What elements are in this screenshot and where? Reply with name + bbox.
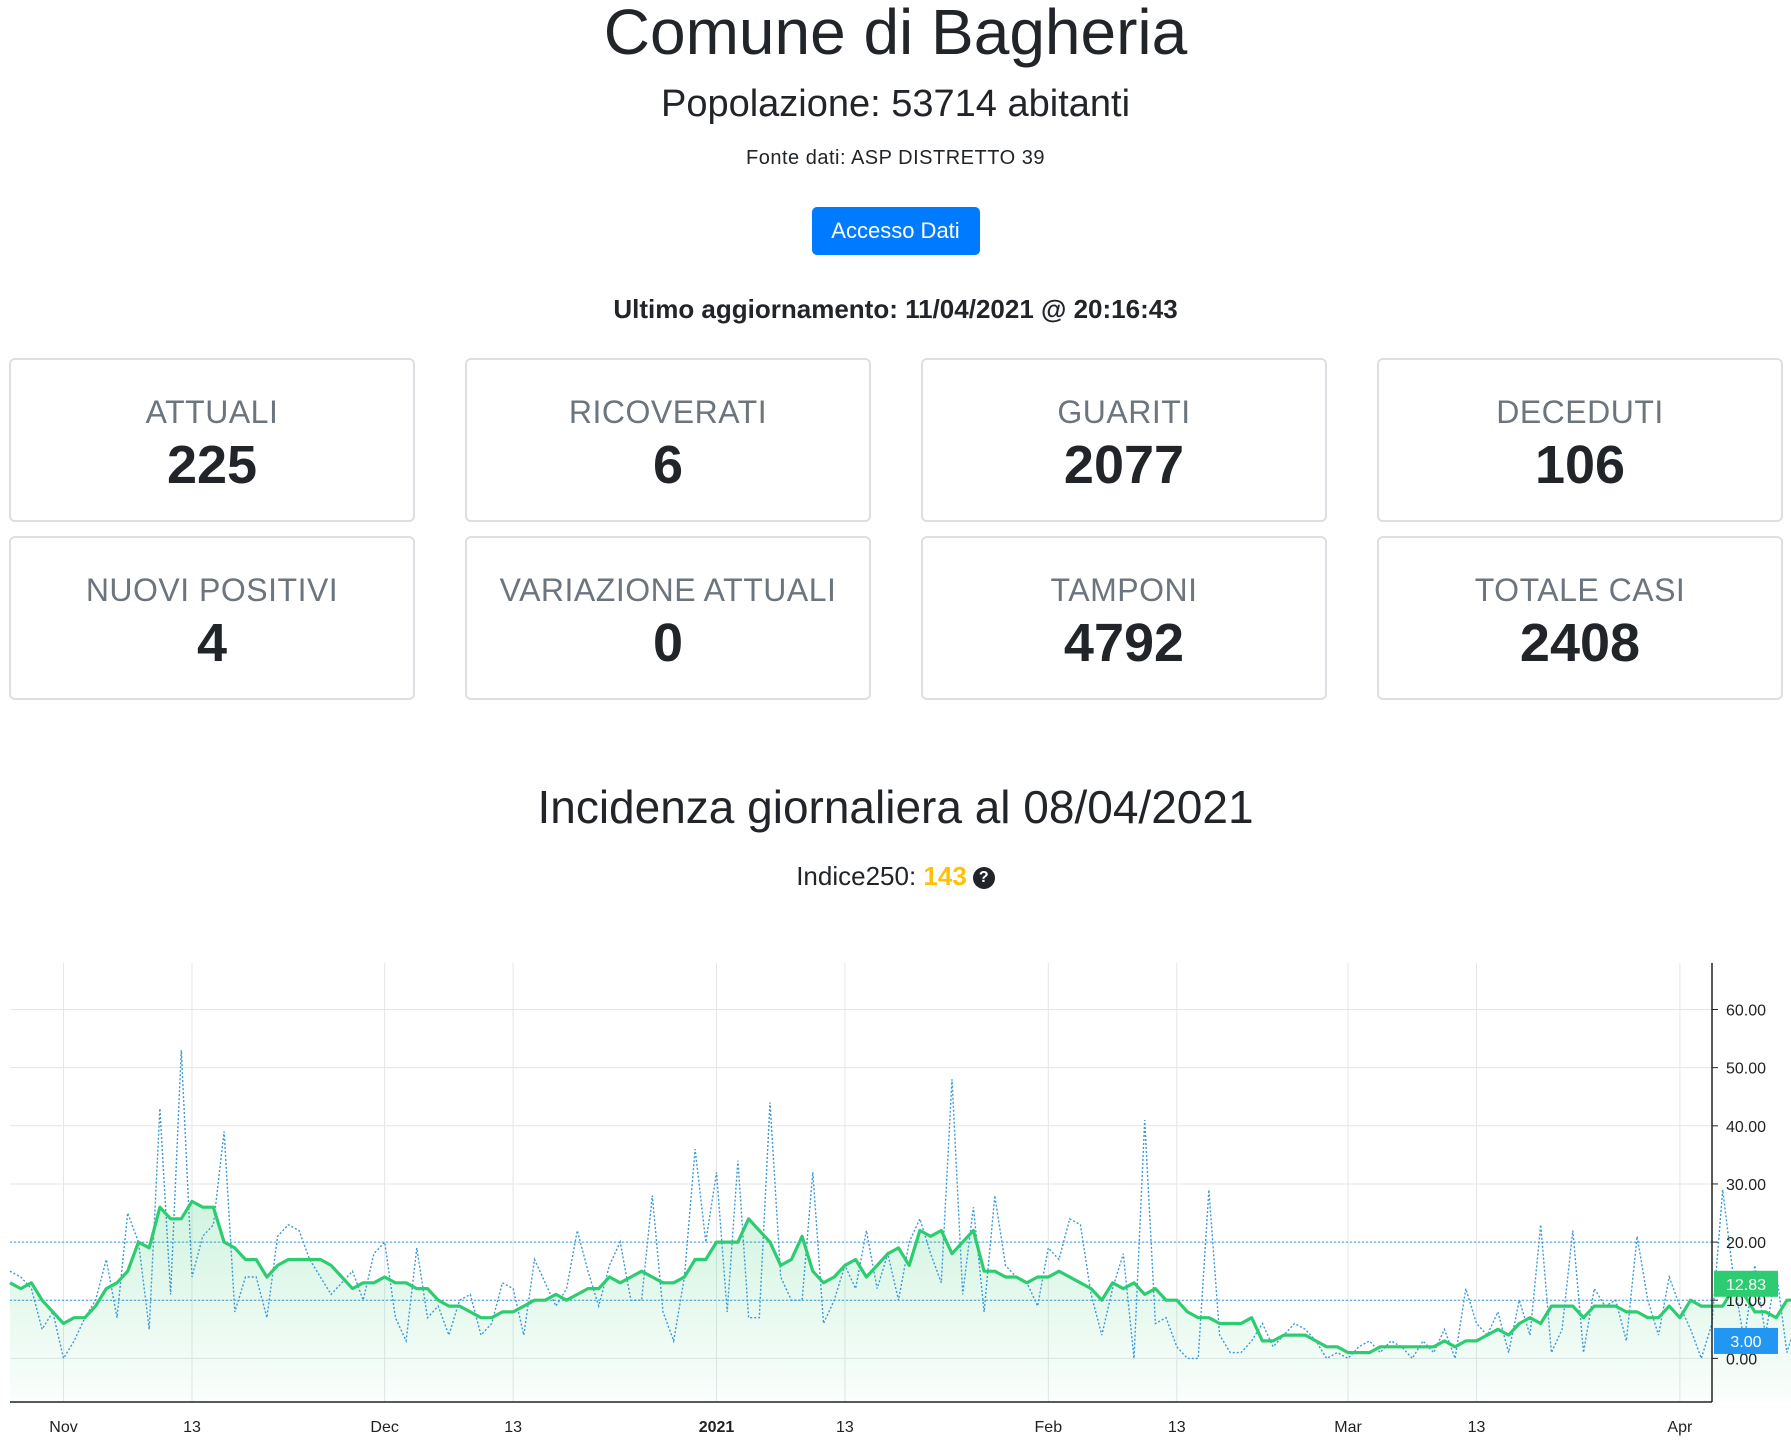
stat-label: RICOVERATI [568,394,768,430]
x-tick-label: 13 [836,1419,854,1436]
last-value-text: 12.83 [1726,1277,1766,1294]
stat-card-tamponi: TAMPONI 4792 [921,536,1327,700]
page-title: Comune di Bagheria [603,0,1188,68]
index-label: Indice250: [796,861,924,891]
last-value-badge [1714,1327,1778,1354]
stat-value: 4792 [1063,613,1185,673]
y-tick-label: 30.00 [1726,1177,1766,1194]
y-tick-label: 60.00 [1726,1003,1766,1020]
stat-value: 2408 [1519,613,1641,673]
stat-label: NUOVI POSITIVI [85,572,339,608]
data-access-button[interactable]: Accesso Dati [811,207,980,255]
moving-average-area [10,1201,1791,1402]
stat-value: 4 [196,613,228,673]
stat-card-ricoverati: RICOVERATI 6 [465,358,871,522]
incidence-chart[interactable]: Nov 13 Dec 13 2021 13 Feb 13 Mar 13 Apr 0.00 10.00 2… [0,955,1791,1453]
stat-label: ATTUALI [145,394,279,430]
stat-label: VARIAZIONE ATTUALI [499,572,837,608]
x-tick-label: Nov [49,1419,77,1436]
daily-series-line [9,1050,1791,1361]
question-circle-icon[interactable]: ? [972,867,995,890]
stat-value: 106 [1534,435,1626,495]
stat-card-nuovi-positivi: NUOVI POSITIVI 4 [9,536,415,700]
stat-card-attuali: ATTUALI 225 [9,358,415,522]
index-line: Indice250: 143? [0,860,1791,892]
last-value-labels: 12.83 3.00 [1714,1270,1778,1354]
x-tick-label: 13 [1468,1419,1486,1436]
y-tick-label: 10.00 [1726,1293,1766,1310]
stat-label: GUARITI [1057,394,1191,430]
last-value-text: 3.00 [1730,1334,1761,1351]
x-tick-label: 13 [1168,1419,1186,1436]
y-tick-label: 50.00 [1726,1061,1766,1078]
stat-label: TOTALE CASI [1474,572,1686,608]
incidence-title: Incidenza giornaliera al 08/04/2021 [537,781,1254,833]
index-value: 143 [923,861,967,891]
button-container: Accesso Dati [0,207,1791,255]
stat-card-deceduti: DECEDUTI 106 [1377,358,1783,522]
x-tick-labels: Nov 13 Dec 13 2021 13 Feb 13 Mar 13 Apr [49,1419,1693,1436]
last-update-text: Ultimo aggiornamento: 11/04/2021 @ 20:16… [613,294,1178,324]
stat-value: 2077 [1063,435,1185,495]
data-source-text: Fonte dati: ASP DISTRETTO 39 [746,147,1045,169]
stat-value: 225 [166,435,258,495]
stat-label: TAMPONI [1050,572,1198,608]
y-tick-label: 40.00 [1726,1119,1766,1136]
x-tick-label: 2021 [699,1419,735,1436]
population-text: Popolazione: 53714 abitanti [660,83,1131,125]
stat-value: 0 [652,613,684,673]
stat-card-variazione-attuali: VARIAZIONE ATTUALI 0 [465,536,871,700]
stat-card-totale-casi: TOTALE CASI 2408 [1377,536,1783,700]
stat-value: 6 [652,435,684,495]
y-tick-labels: 0.00 10.00 20.00 30.00 40.00 50.00 60.00 [1712,1003,1766,1368]
x-tick-label: 13 [504,1419,522,1436]
moving-average-line [9,1199,1791,1355]
last-value-badge [1714,1270,1778,1297]
x-tick-label: Dec [370,1419,398,1436]
y-tick-label: 0.00 [1726,1351,1757,1368]
stat-card-guariti: GUARITI 2077 [921,358,1327,522]
y-tick-label: 20.00 [1726,1235,1766,1252]
x-tick-label: 13 [183,1419,201,1436]
x-tick-label: Apr [1667,1419,1693,1436]
x-tick-label: Feb [1035,1419,1063,1436]
x-tick-label: Mar [1334,1419,1362,1436]
stat-label: DECEDUTI [1496,394,1664,430]
